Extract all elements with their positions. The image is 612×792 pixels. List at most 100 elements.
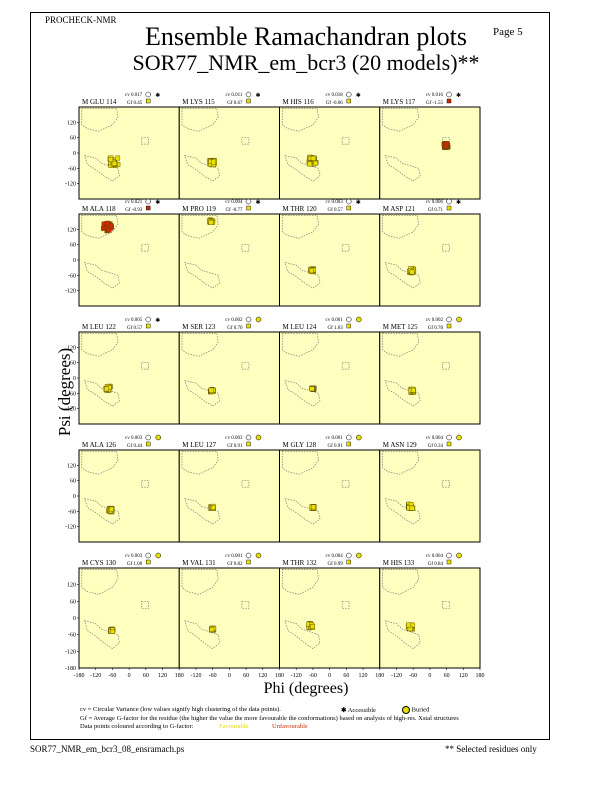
allowed-region-outline [81, 107, 119, 132]
help-icon [446, 198, 452, 205]
accessible-icon: ✱ [356, 199, 361, 206]
footnote-gf: Gf = Average G-factor for the residue (t… [80, 715, 459, 722]
data-point [108, 506, 114, 512]
panel-background [379, 449, 481, 543]
y-tick-label: 120 [67, 345, 76, 351]
panel-cv: cv 0.017 [125, 93, 143, 98]
data-point [410, 387, 416, 393]
panel-cv: cv 0.002 [225, 318, 243, 323]
panel-gf: Gf 0.45 [127, 101, 143, 106]
footnote-cv: cv = Circular Variance (low values signi… [80, 706, 281, 713]
data-point [310, 155, 316, 161]
panel-label: M LEU 122 [82, 323, 116, 331]
y-tick-label: 120 [67, 120, 76, 126]
y-tick-label: 0 [73, 151, 76, 157]
help-icon [346, 198, 352, 205]
panel-gf: Gf 0.57 [127, 326, 143, 331]
allowed-region-outline [341, 600, 350, 609]
help-icon [145, 552, 151, 559]
help-icon [245, 552, 252, 559]
allowed-region-outline [341, 480, 350, 488]
x-tick-label: -120 [291, 673, 302, 679]
accessible-icon: ✱ [155, 317, 160, 324]
allowed-region-outline [281, 569, 319, 595]
panel-cv: cv 0.005 [125, 318, 143, 323]
accessible-icon: ✱ [456, 92, 461, 99]
gfactor-badge [146, 441, 151, 447]
x-tick-label: -60 [409, 673, 417, 679]
allowed-region-outline [442, 244, 450, 252]
panel-cv: cv 0.002 [426, 318, 444, 323]
favourable-label: Favourable [219, 723, 249, 730]
panel-label: M LYS 117 [383, 98, 416, 106]
panel-cv: cv 0.001 [326, 436, 344, 441]
panel-m-thr-120: M THR 120 cv 0.003 Gf 0.57 ✱ [279, 198, 381, 307]
allowed-region-outline [442, 362, 450, 370]
panel-label: M VAL 131 [182, 559, 216, 567]
x-tick-label: -180 [74, 673, 85, 679]
accessible-icon: ✱ [256, 92, 261, 99]
panel-label: M ASP 121 [383, 205, 416, 213]
panel-m-lys-117: M LYS 117 cv 0.016 Gf -1.55 ✱ [379, 91, 481, 200]
buried-icon [456, 434, 462, 441]
panel-gf: Gf -0.93 [125, 208, 142, 213]
panel-cv: cv 0.001 [326, 318, 344, 323]
data-point [409, 269, 415, 275]
allowed-region-outline [184, 620, 220, 650]
panel-m-met-125: M MET 125 cv 0.002 Gf 0.78 [379, 316, 481, 425]
allowed-region-outline [382, 332, 420, 357]
panel-cv: cv 0.003 [225, 436, 243, 441]
x-tick-label: 180 [175, 673, 184, 679]
x-tick-label: 60 [143, 673, 149, 679]
allowed-region-outline [241, 480, 250, 488]
data-point [209, 627, 215, 632]
gfactor-badge [346, 205, 351, 211]
allowed-region-outline [81, 214, 119, 239]
page-frame [30, 12, 550, 740]
x-tick-label: -120 [391, 673, 402, 679]
x-tick-label: 180 [476, 673, 485, 679]
allowed-region-outline [181, 450, 219, 475]
data-point [115, 155, 121, 161]
panel-background [178, 567, 280, 669]
data-point [208, 387, 214, 393]
gfactor-badge [246, 559, 251, 565]
data-point [313, 160, 318, 166]
gfactor-badge [146, 323, 151, 329]
legend-buried: Buried [402, 706, 429, 714]
panel-gf: Gf 0.78 [428, 326, 444, 331]
panel-cv: cv 0.006 [426, 200, 444, 205]
panel-gf: Gf 0.70 [227, 326, 243, 331]
allowed-region-outline [442, 600, 450, 609]
allowed-region-outline [382, 450, 420, 475]
panel-cv: cv 0.003 [125, 436, 143, 441]
x-tick-label: 120 [459, 673, 468, 679]
data-point [109, 629, 115, 634]
panel-m-ala-118: M ALA 118 cv 0.021 Gf -0.93 ✱ [78, 198, 180, 307]
y-tick-label: -60 [68, 166, 76, 172]
panel-gf: Gf 0.91 [327, 444, 343, 449]
accessible-icon: ✱ [341, 707, 347, 714]
x-tick-label: 180 [375, 673, 384, 679]
data-point [307, 161, 313, 167]
panel-gf: Gf 0.82 [227, 562, 243, 567]
panel-m-ala-126: M ALA 126 cv 0.003 Gf 0.44 [78, 434, 180, 543]
allowed-region-outline [241, 600, 250, 609]
gfactor-badge [446, 559, 452, 565]
buried-icon [456, 316, 462, 323]
allowed-region-outline [181, 214, 219, 239]
allowed-region-outline [81, 450, 119, 475]
panel-label: M GLY 128 [283, 441, 317, 449]
gfactor-badge [246, 205, 251, 211]
y-tick-label: 0 [73, 494, 76, 500]
panel-background [78, 449, 180, 543]
panel-background [78, 567, 180, 669]
data-point [104, 386, 110, 392]
panel-gf: Gf 1.03 [327, 326, 343, 331]
allowed-region-outline [341, 362, 350, 370]
gfactor-badge [246, 441, 251, 447]
allowed-region-outline [84, 620, 120, 650]
data-point [111, 160, 117, 166]
panel-gf: Gf 0.71 [428, 208, 444, 213]
